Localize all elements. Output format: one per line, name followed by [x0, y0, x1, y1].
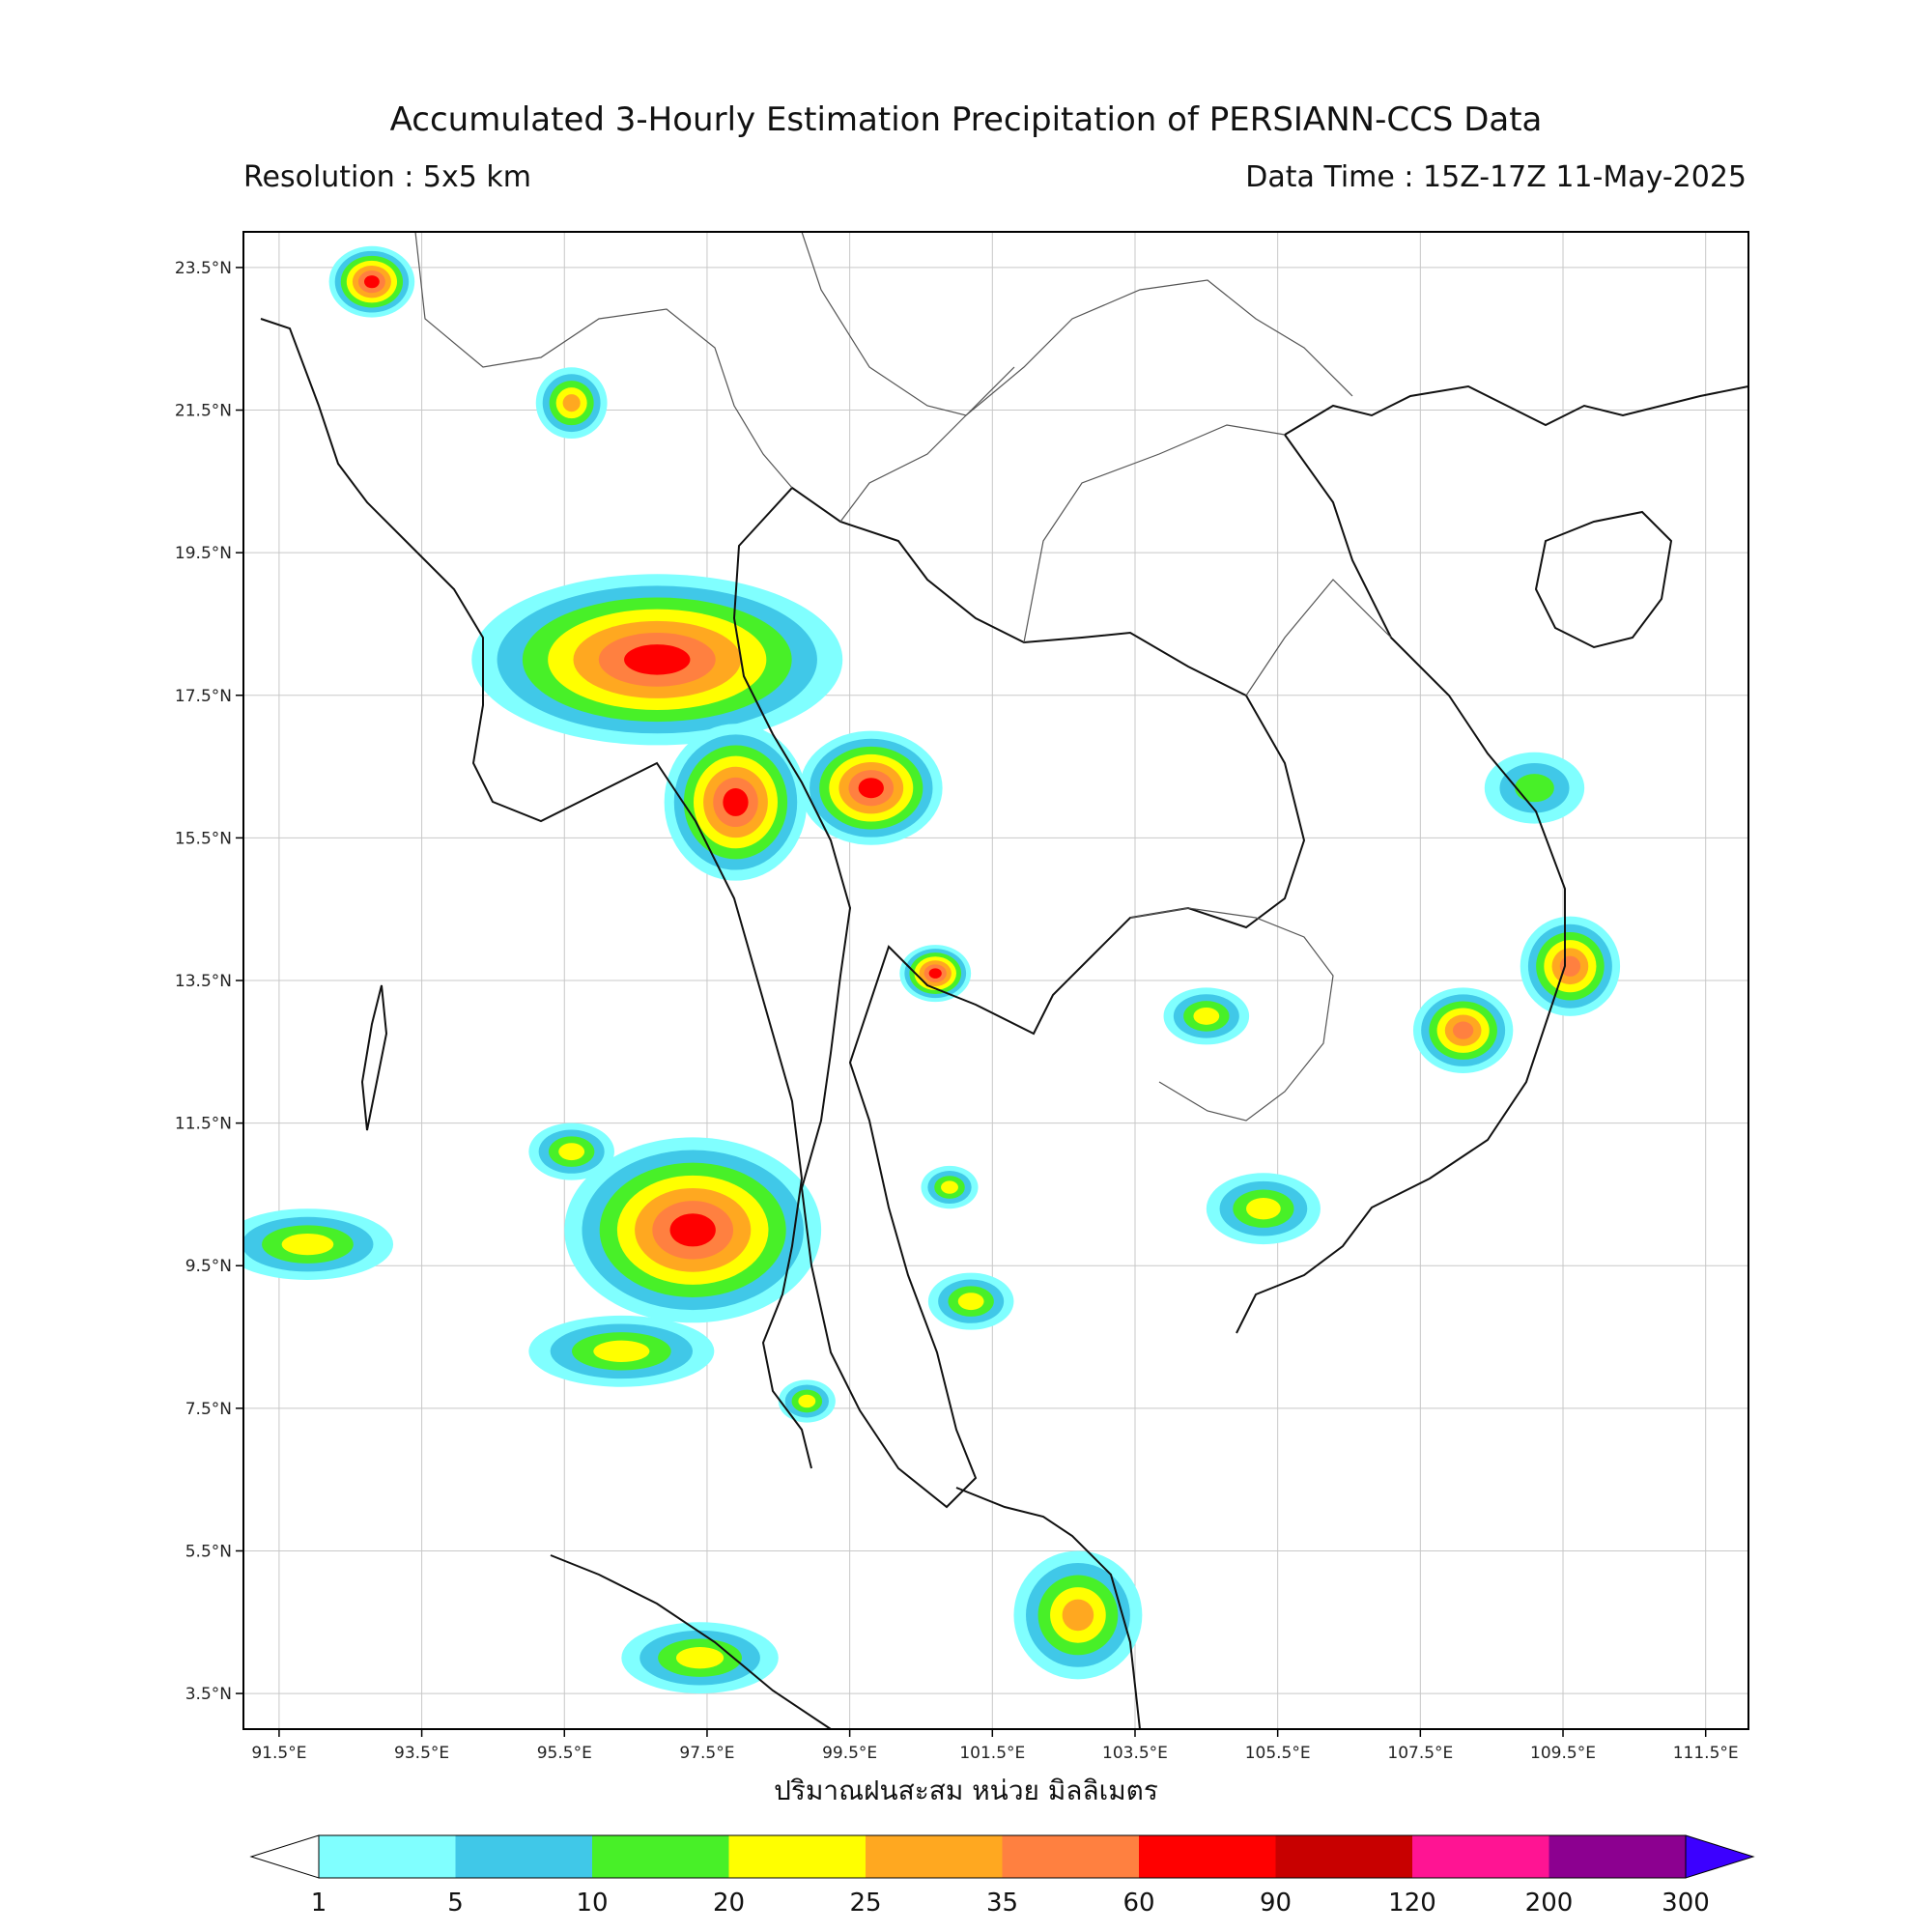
lat-tick-label: 11.5°N [175, 1115, 232, 1134]
rain-contour [957, 1293, 984, 1311]
malaysia-coast [955, 1487, 1141, 1729]
myanmar-south-cell [664, 724, 808, 881]
rain-contour [1515, 774, 1554, 803]
lon-tick-label: 97.5°E [679, 1744, 734, 1763]
rain-contour [364, 275, 380, 289]
cambodia-border [1129, 907, 1334, 1122]
mekong-delta-cell [1206, 1173, 1321, 1245]
rain-contour [723, 788, 749, 816]
gulf-small-cell [921, 1165, 979, 1209]
sumatra-cell [621, 1622, 779, 1694]
vietnam-coast-cell [1520, 916, 1621, 1016]
rain-contour [676, 1647, 724, 1669]
myanmar-north-cell [471, 574, 843, 746]
lon-tick-label: 111.5°E [1673, 1744, 1739, 1763]
lon-tick-label: 109.5°E [1530, 1744, 1596, 1763]
lat-tick-label: 13.5°N [175, 972, 232, 991]
lon-tick-label: 107.5°E [1387, 1744, 1453, 1763]
rain-contour [928, 968, 942, 979]
lat-tick-label: 15.5°N [175, 829, 232, 848]
rain-contour [1452, 1021, 1474, 1039]
rain-contour [941, 1180, 958, 1194]
graticule [243, 232, 1748, 1729]
lon-tick-label: 105.5°E [1245, 1744, 1311, 1763]
lon-tick-label: 103.5°E [1102, 1744, 1168, 1763]
scs-north-cell [1484, 752, 1585, 824]
rain-contour [624, 644, 691, 675]
andaman-west-cell [528, 1122, 614, 1180]
axis-ticks: 91.5°E 93.5°E 95.5°E 97.5°E 99.5°E 101.5°E 103… [175, 259, 1739, 1763]
gulf-thailand-cell [927, 1272, 1014, 1330]
lat-tick-label: 17.5°N [175, 687, 232, 706]
rain-contour [1193, 1007, 1220, 1025]
rain-overlay [243, 245, 1621, 1694]
rain-contour [281, 1233, 334, 1256]
bangkok-cell [899, 945, 972, 1003]
china-border [801, 232, 1353, 416]
hainan-island [1534, 510, 1673, 649]
lat-tick-label: 9.5°N [185, 1257, 232, 1276]
myanmar-border [414, 232, 1015, 523]
lat-tick-label: 19.5°N [175, 544, 232, 563]
andaman-south-cell [528, 1315, 715, 1387]
laos-border [1023, 424, 1392, 696]
lat-tick-label: 23.5°N [175, 259, 232, 278]
rain-contour [562, 394, 581, 412]
rain-contour [558, 1143, 585, 1161]
lat-tick-label: 5.5°N [185, 1542, 232, 1561]
lat-tick-label: 7.5°N [185, 1400, 232, 1419]
lon-tick-label: 93.5°E [394, 1744, 449, 1763]
lon-tick-label: 91.5°E [251, 1744, 306, 1763]
phuket-cell [778, 1379, 836, 1423]
china-coast [1284, 384, 1748, 436]
rain-contour [593, 1340, 650, 1362]
lon-tick-label: 99.5°E [822, 1744, 877, 1763]
bangladesh-cell [328, 245, 415, 318]
lat-tick-label: 3.5°N [185, 1685, 232, 1704]
map-title: Accumulated 3-Hourly Estimation Precipit… [389, 100, 1543, 139]
sumatra-coast [550, 1554, 832, 1729]
x-axis-label: ปริมาณฝนสะสม หน่วย มิลลิเมตร [774, 1775, 1158, 1806]
nicobar-cell [243, 1208, 394, 1280]
lon-tick-label: 95.5°E [537, 1744, 592, 1763]
rain-contour [669, 1213, 716, 1247]
malaysia-cell [1013, 1550, 1143, 1680]
thailand-west-cell [799, 730, 943, 845]
cambodia-cell [1163, 987, 1250, 1045]
rain-contour [858, 778, 884, 799]
vietnam-highland-cell [1412, 987, 1514, 1073]
myanmar-coast [260, 318, 812, 1469]
andaman-islands [360, 984, 388, 1131]
vietnam-coast [1236, 434, 1566, 1334]
resolution-label: Resolution : 5x5 km [243, 160, 531, 194]
coastlines [260, 232, 1748, 1729]
lon-tick-label: 101.5°E [959, 1744, 1025, 1763]
myanmar-central-cell [535, 367, 608, 440]
thailand-border [732, 486, 1306, 1509]
andaman-cell [564, 1137, 822, 1323]
rain-contour [798, 1394, 816, 1408]
lat-tick-label: 21.5°N [175, 402, 232, 421]
data-time-label: Data Time : 15Z-17Z 11-May-2025 [1245, 160, 1747, 194]
rain-contour [1062, 1599, 1094, 1632]
rain-contour [1246, 1198, 1281, 1220]
